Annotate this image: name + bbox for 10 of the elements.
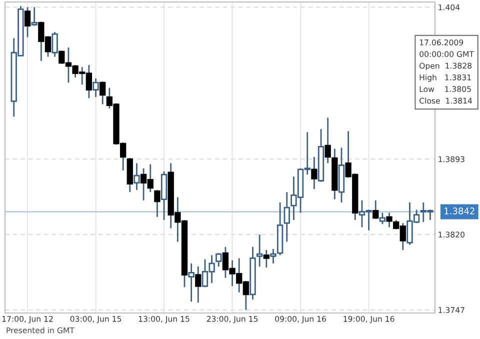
ref-line-label: 1.3842 [444,208,474,214]
candlestick [284,191,290,242]
candlestick [92,78,99,98]
candlestick [52,31,58,58]
candlestick [188,262,194,302]
candlestick [134,162,140,191]
candlestick [216,252,222,268]
candlestick [379,212,386,225]
candlestick [256,234,263,268]
candlestick [31,6,38,26]
